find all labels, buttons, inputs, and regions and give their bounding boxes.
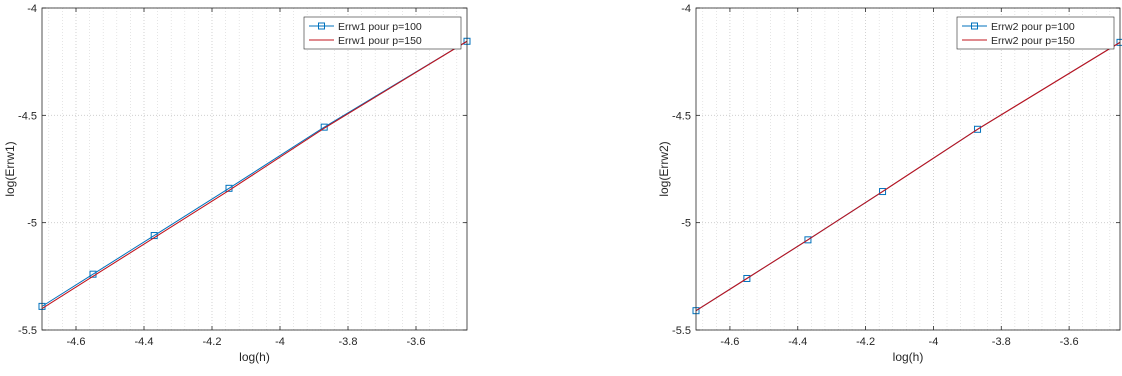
y-tick-label: -5.5 (18, 325, 37, 337)
x-axis-label: log(h) (893, 350, 924, 364)
data-point-marker (974, 125, 982, 133)
legend: Errw2 pour p=100 Errw2 pour p=150 (956, 16, 1115, 50)
y-tick-label: -4.5 (672, 110, 691, 122)
x-tick-label: -3.8 (339, 336, 358, 348)
data-point-marker (879, 188, 887, 196)
x-tick-label: -4.6 (720, 336, 739, 348)
x-tick-label: -4.2 (203, 336, 222, 348)
chart-panel-2: -4.6 -4.4 -4.2 -4 -3.8 -3.6 -5.5 -5 -4.5 -4 log(h)… (657, 3, 1122, 364)
x-tick-label: -3.6 (407, 336, 426, 348)
legend-box (956, 16, 1115, 50)
y-tick-label: -5 (27, 218, 37, 230)
legend-label: Errw2 pour p=150 (991, 35, 1075, 47)
data-point-marker (804, 236, 812, 244)
data-point-marker (743, 274, 751, 282)
legend: Errw1 pour p=100 Errw1 pour p=150 (303, 16, 462, 50)
series-line-2 (41, 40, 468, 309)
series-line-1 (41, 40, 468, 307)
x-tick-label: -3.6 (1060, 336, 1079, 348)
y-tick-label: -4 (681, 3, 691, 15)
plot-area (696, 8, 1120, 330)
data-point-marker (320, 123, 328, 131)
axes-box (695, 7, 1121, 331)
legend-box (303, 16, 462, 50)
y-tick-label: -4 (27, 3, 37, 15)
x-tick-label: -4 (929, 336, 939, 348)
series-line-2 (695, 41, 1121, 312)
legend-swatch-marker (318, 22, 325, 30)
x-tick-label: -4.2 (856, 336, 875, 348)
plot-area (42, 8, 467, 330)
legend-label: Errw1 pour p=150 (338, 35, 422, 47)
y-tick-label: -5.5 (672, 325, 691, 337)
y-axis-label: log(Errw2) (657, 141, 671, 196)
legend-label: Errw2 pour p=100 (991, 21, 1075, 33)
x-tick-label: -3.8 (992, 336, 1011, 348)
x-tick-label: -4.4 (788, 336, 807, 348)
y-axis-label: log(Errw1) (3, 141, 17, 196)
legend-label: Errw1 pour p=100 (338, 21, 422, 33)
x-tick-label: -4 (275, 336, 285, 348)
x-tick-label: -4.4 (135, 336, 154, 348)
x-tick-label: -4.6 (67, 336, 86, 348)
y-tick-label: -4.5 (18, 110, 37, 122)
y-tick-label: -5 (681, 218, 691, 230)
x-axis-label: log(h) (239, 350, 270, 364)
legend-swatch-marker (971, 22, 978, 30)
chart-panel-1: -4.6 -4.4 -4.2 -4 -3.8 -3.6 -5.5 -5 -4.5 -4 log(h)… (3, 3, 471, 364)
axes-box (41, 7, 468, 331)
